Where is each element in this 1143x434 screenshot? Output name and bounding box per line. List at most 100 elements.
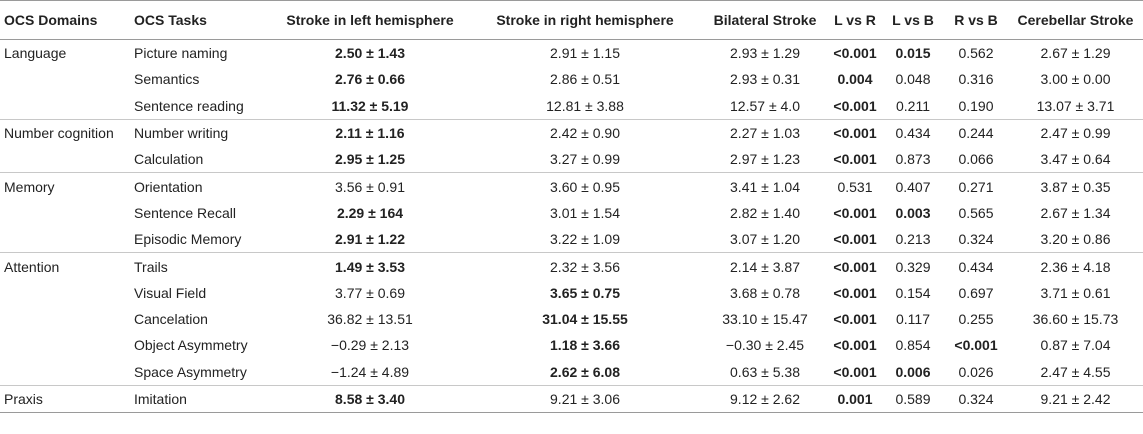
cell-l-vs-r: <0.001	[828, 252, 882, 280]
table-row: Sentence reading 11.32 ± 5.19 12.81 ± 3.88…	[0, 93, 1143, 120]
header-l-vs-b: L vs B	[882, 0, 944, 40]
cell-stroke-right: 2.32 ± 3.56	[468, 252, 702, 280]
cell-bilateral: 2.14 ± 3.87	[702, 252, 828, 280]
table-row: Episodic Memory 2.91 ± 1.22 3.22 ± 1.09 3.0…	[0, 226, 1143, 253]
cell-l-vs-r: 0.531	[828, 172, 882, 200]
cell-stroke-left: 2.91 ± 1.22	[335, 231, 405, 248]
cell-task: Object Asymmetry	[134, 337, 248, 354]
cell-domain	[0, 226, 134, 253]
cell-l-vs-b: 0.434	[882, 118, 944, 147]
table-row: Memory Orientation 3.56 ± 0.91 3.60 ± 0.95 3…	[0, 172, 1143, 200]
cell-bilateral: −0.30 ± 2.45	[725, 337, 805, 354]
cell-bilateral: 3.07 ± 1.20	[730, 231, 800, 248]
table-row: Number cognition Number writing 2.11 ± 1.1…	[0, 118, 1143, 147]
cell-r-vs-b: 0.026	[958, 363, 994, 380]
cell-stroke-left: 11.32 ± 5.19	[331, 97, 409, 114]
cell-stroke-left: 2.50 ± 1.43	[335, 45, 405, 62]
cell-l-vs-b: 0.854	[895, 337, 931, 354]
cell-l-vs-b: 0.154	[895, 284, 931, 301]
header-l-vs-r: L vs R	[828, 0, 882, 40]
cell-cerebellar: 13.07 ± 3.71	[1036, 97, 1115, 114]
cell-l-vs-b: 0.117	[896, 311, 930, 328]
cell-cerebellar: 2.67 ± 1.29	[1040, 45, 1111, 62]
cell-stroke-right: 2.91 ± 1.15	[550, 45, 620, 62]
cell-task: Semantics	[134, 71, 200, 88]
cell-l-vs-b: 0.003	[895, 204, 931, 221]
cell-r-vs-b: 0.271	[944, 172, 1008, 200]
cell-stroke-right: 3.27 ± 0.99	[550, 151, 620, 168]
table-row: Object Asymmetry −0.29 ± 2.13 1.18 ± 3.66 −…	[0, 332, 1143, 358]
cell-stroke-left: 36.82 ± 13.51	[327, 311, 413, 328]
header-cerebellar: Cerebellar Stroke	[1008, 0, 1143, 40]
cell-stroke-right: 12.81 ± 3.88	[546, 97, 624, 114]
cell-l-vs-r: <0.001	[833, 284, 877, 301]
cell-l-vs-r: <0.001	[833, 204, 877, 221]
cell-stroke-right: 9.21 ± 3.06	[468, 384, 702, 414]
header-r-vs-b: R vs B	[944, 0, 1008, 40]
cell-stroke-left: 3.56 ± 0.91	[272, 172, 468, 200]
cell-domain	[0, 332, 134, 358]
table-body: Language Picture naming 2.50 ± 1.43 2.91 ± …	[0, 40, 1143, 414]
cell-cerebellar: 0.87 ± 7.04	[1040, 337, 1111, 354]
cell-cerebellar: 2.47 ± 4.55	[1040, 363, 1111, 380]
cell-task: Space Asymmetry	[134, 363, 247, 380]
table-row: Calculation 2.95 ± 1.25 3.27 ± 0.99 2.97 ± …	[0, 146, 1143, 173]
cell-bilateral: 12.57 ± 4.0	[730, 97, 800, 114]
cell-stroke-left: 2.29 ± 164	[336, 204, 404, 221]
cell-stroke-right: 3.60 ± 0.95	[468, 172, 702, 200]
cell-l-vs-r: 0.004	[837, 71, 873, 88]
cell-task: Visual Field	[134, 284, 207, 301]
cell-task: Picture naming	[134, 45, 228, 62]
cell-cerebellar: 9.21 ± 2.42	[1008, 384, 1143, 414]
cell-l-vs-b: 0.211	[896, 97, 930, 114]
cell-stroke-left: −0.29 ± 2.13	[330, 337, 410, 354]
cell-stroke-left: 2.11 ± 1.16	[272, 118, 468, 147]
cell-cerebellar: 3.47 ± 0.64	[1040, 151, 1111, 168]
cell-l-vs-b: 0.213	[895, 231, 931, 248]
cell-cerebellar: 2.47 ± 0.99	[1008, 118, 1143, 147]
cell-domain: Number cognition	[0, 118, 134, 147]
cell-task: Episodic Memory	[134, 231, 242, 248]
cell-cerebellar: 3.71 ± 0.61	[1040, 284, 1111, 301]
cell-r-vs-b: 0.244	[944, 118, 1008, 147]
cell-stroke-left: 1.49 ± 3.53	[272, 252, 468, 280]
cell-l-vs-b: 0.015	[895, 45, 931, 62]
cell-stroke-right: 2.62 ± 6.08	[550, 363, 620, 380]
cell-domain	[0, 66, 134, 92]
cell-bilateral: 2.93 ± 1.29	[730, 45, 800, 62]
cell-r-vs-b: 0.066	[958, 151, 994, 168]
cell-stroke-left: 2.76 ± 0.66	[335, 71, 405, 88]
header-stroke-left: Stroke in left hemisphere	[272, 0, 468, 40]
cell-task: Imitation	[134, 384, 272, 414]
table-row: Language Picture naming 2.50 ± 1.43 2.91 ± …	[0, 40, 1143, 67]
cell-stroke-left: 8.58 ± 3.40	[272, 384, 468, 414]
cell-l-vs-r: 0.001	[828, 384, 882, 414]
cell-domain	[0, 280, 134, 306]
table-row: Visual Field 3.77 ± 0.69 3.65 ± 0.75 3.68 ±…	[0, 280, 1143, 306]
cell-bilateral: 2.82 ± 1.40	[730, 204, 800, 221]
cell-r-vs-b: 0.434	[944, 252, 1008, 280]
cell-r-vs-b: 0.565	[958, 204, 994, 221]
header-row: OCS Domains OCS Tasks Stroke in left hem…	[0, 0, 1143, 40]
cell-stroke-right: 3.65 ± 0.75	[550, 284, 620, 301]
cell-l-vs-r: <0.001	[833, 45, 877, 62]
header-ocs-domains: OCS Domains	[0, 0, 134, 40]
header-ocs-tasks: OCS Tasks	[134, 0, 272, 40]
cell-cerebellar: 3.20 ± 0.86	[1040, 231, 1111, 248]
header-stroke-right: Stroke in right hemisphere	[468, 0, 702, 40]
cell-task: Cancelation	[134, 311, 208, 328]
cell-cerebellar: 36.60 ± 15.73	[1032, 311, 1119, 328]
cell-l-vs-r: <0.001	[833, 311, 877, 328]
cell-domain	[0, 146, 134, 173]
cell-cerebellar: 3.00 ± 0.00	[1040, 71, 1111, 88]
cell-l-vs-b: 0.873	[895, 151, 931, 168]
cell-r-vs-b: <0.001	[954, 337, 998, 354]
cell-l-vs-r: <0.001	[828, 118, 882, 147]
cell-r-vs-b: 0.697	[958, 284, 994, 301]
cell-l-vs-b: 0.407	[882, 172, 944, 200]
cell-bilateral: 33.10 ± 15.47	[722, 311, 808, 328]
cell-bilateral: 3.41 ± 1.04	[702, 172, 828, 200]
cell-l-vs-b: 0.329	[882, 252, 944, 280]
header-bilateral: Bilateral Stroke	[702, 0, 828, 40]
cell-cerebellar: 2.67 ± 1.34	[1040, 204, 1111, 221]
